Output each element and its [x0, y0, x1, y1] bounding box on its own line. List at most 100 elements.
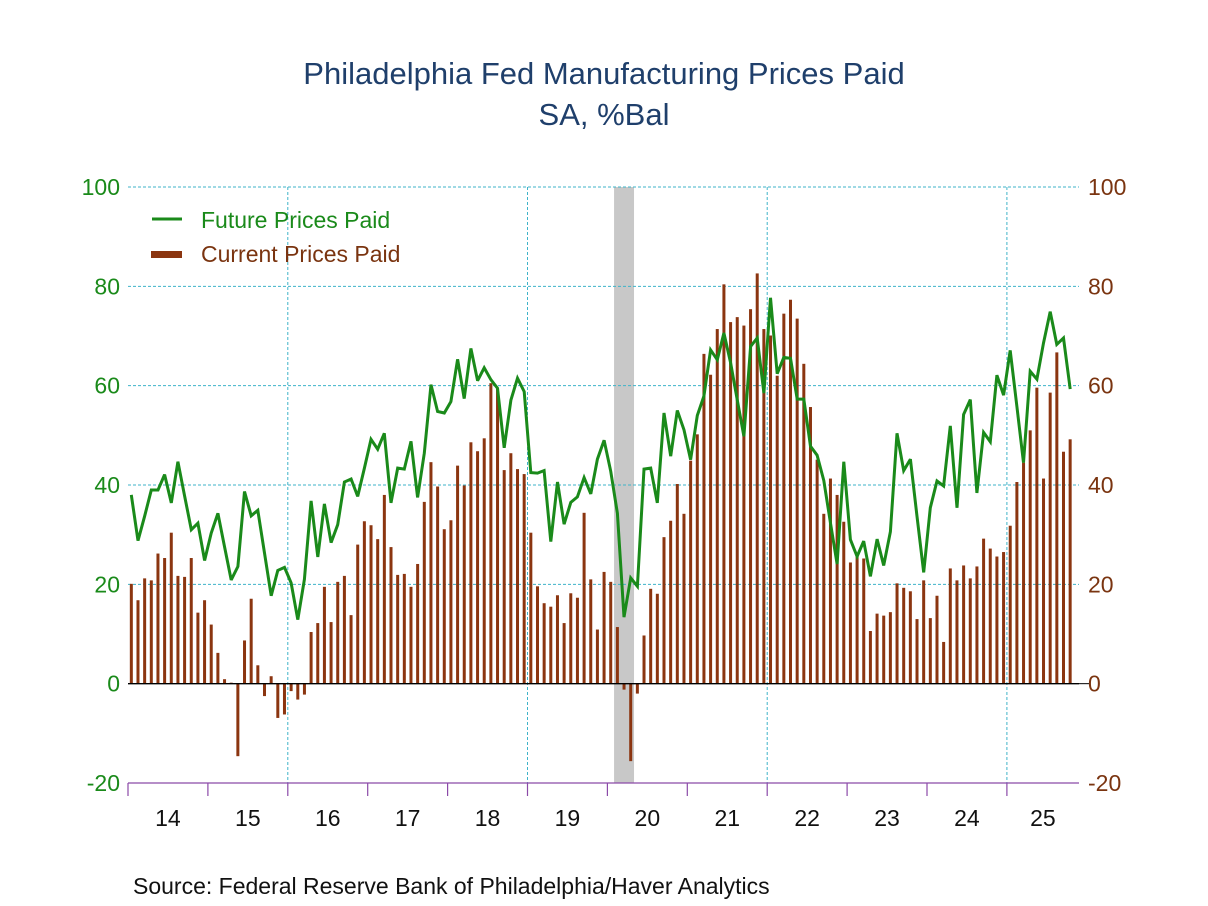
- y-left-tick-label: 40: [94, 472, 120, 498]
- current-prices-bar: [402, 573, 406, 684]
- current-prices-bar: [789, 299, 793, 684]
- current-prices-bar: [496, 388, 500, 684]
- current-prices-bar: [629, 683, 633, 762]
- current-prices-bar: [362, 521, 366, 684]
- x-axis-ticks: 14 15 16 17 18 19 20 21 22 23 24 25: [155, 805, 1056, 831]
- current-prices-bar: [422, 501, 426, 684]
- x-tick-label: 14: [155, 805, 181, 831]
- current-prices-bar: [269, 676, 273, 684]
- current-prices-bar: [655, 593, 659, 684]
- y-axis-left-ticks: 100 80 60 40 20 0 -20: [82, 174, 120, 796]
- current-prices-bar: [409, 586, 413, 684]
- current-prices-bar: [995, 556, 999, 684]
- current-prices-bar: [968, 578, 972, 684]
- current-prices-bar: [209, 624, 213, 684]
- x-tick-label: 15: [235, 805, 261, 831]
- current-prices-bar: [1035, 387, 1039, 684]
- x-tick-label: 22: [794, 805, 820, 831]
- x-tick-label: 16: [315, 805, 341, 831]
- current-prices-bar: [429, 462, 433, 684]
- current-prices-bar: [815, 459, 819, 684]
- current-prices-bar: [722, 284, 726, 684]
- legend-future-label: Future Prices Paid: [201, 207, 390, 233]
- current-prices-bar: [702, 353, 706, 684]
- current-prices-bar: [136, 600, 140, 684]
- current-prices-bar: [356, 544, 360, 684]
- x-tick-label: 25: [1030, 805, 1056, 831]
- current-prices-bar: [709, 374, 713, 684]
- current-prices-bar: [948, 568, 952, 684]
- x-tick-label: 17: [395, 805, 421, 831]
- current-prices-bar: [642, 635, 646, 684]
- current-prices-bar: [282, 683, 286, 715]
- current-prices-bar: [942, 641, 946, 684]
- current-prices-bar: [129, 583, 133, 684]
- current-prices-bar: [609, 581, 613, 684]
- current-prices-bar: [249, 598, 253, 684]
- current-prices-bar: [236, 683, 240, 757]
- current-prices-bar: [762, 329, 766, 684]
- x-tick-label: 19: [555, 805, 581, 831]
- current-prices-bar: [183, 576, 187, 684]
- chart-subtitle: SA, %Bal: [539, 97, 670, 132]
- current-prices-bar: [522, 474, 526, 684]
- current-prices-bar: [562, 623, 566, 684]
- current-prices-bars: [129, 273, 1072, 762]
- current-prices-bar: [342, 575, 346, 684]
- current-prices-bar: [895, 583, 899, 684]
- chart-title: Philadelphia Fed Manufacturing Prices Pa…: [303, 56, 904, 91]
- current-prices-bar: [502, 470, 506, 684]
- current-prices-bar: [289, 683, 293, 692]
- current-prices-bar: [276, 683, 280, 718]
- current-prices-bar: [595, 629, 599, 684]
- x-tick-label: 21: [714, 805, 740, 831]
- current-prices-bar: [143, 578, 147, 684]
- current-prices-bar: [1028, 430, 1032, 684]
- current-prices-bar: [868, 631, 872, 684]
- current-prices-bar: [622, 683, 626, 690]
- current-prices-bar: [1055, 352, 1059, 684]
- current-prices-bar: [769, 335, 773, 684]
- current-prices-bar: [855, 555, 859, 684]
- current-prices-bar: [256, 665, 260, 684]
- current-prices-bar: [322, 586, 326, 684]
- current-prices-bar: [828, 478, 832, 684]
- current-prices-bar: [695, 434, 699, 684]
- current-prices-bar: [1008, 525, 1012, 684]
- current-prices-bar: [555, 595, 559, 684]
- current-prices-bar: [775, 375, 779, 684]
- legend-current-swatch: [151, 251, 182, 258]
- y-left-tick-label: 100: [82, 174, 120, 200]
- x-tick-label: 24: [954, 805, 980, 831]
- current-prices-bar: [988, 548, 992, 684]
- current-prices-bar: [396, 574, 400, 684]
- current-prices-bar: [569, 593, 573, 684]
- x-tick-label: 20: [635, 805, 661, 831]
- current-prices-bar: [336, 581, 340, 684]
- y-left-tick-label: 60: [94, 373, 120, 399]
- current-prices-bar: [902, 587, 906, 684]
- current-prices-bar: [802, 363, 806, 684]
- legend-current-label: Current Prices Paid: [201, 241, 400, 267]
- y-right-tick-label: 100: [1088, 174, 1126, 200]
- current-prices-bar: [169, 532, 173, 684]
- current-prices-bar: [675, 484, 679, 684]
- current-prices-bar: [888, 612, 892, 684]
- current-prices-bar: [882, 615, 886, 684]
- current-prices-bar: [416, 563, 420, 684]
- current-prices-bar: [749, 309, 753, 684]
- y-axis-right-ticks: 100 80 60 40 20 0 -20: [1088, 174, 1126, 796]
- current-prices-bar: [635, 683, 639, 694]
- current-prices-bar: [529, 532, 533, 684]
- current-prices-bar: [922, 580, 926, 684]
- current-prices-bar: [223, 679, 227, 684]
- current-prices-bar: [649, 588, 653, 684]
- current-prices-bar: [262, 683, 266, 697]
- current-prices-bar: [489, 383, 493, 684]
- current-prices-bar: [329, 622, 333, 684]
- current-prices-bar: [1022, 462, 1026, 684]
- current-prices-bar: [449, 520, 453, 684]
- current-prices-bar: [835, 494, 839, 684]
